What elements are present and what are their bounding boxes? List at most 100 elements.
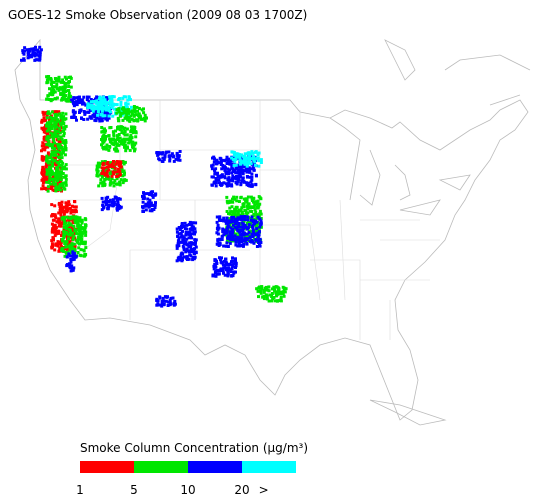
smoke-pixel: [101, 114, 105, 118]
smoke-pixel: [41, 177, 45, 181]
smoke-pixel: [102, 147, 106, 151]
smoke-pixel: [250, 210, 254, 213]
smoke-pixel: [184, 233, 188, 237]
smoke-pixel: [231, 236, 234, 240]
smoke-pixel: [276, 292, 280, 296]
smoke-pixel: [221, 164, 225, 167]
smoke-pixel: [214, 179, 218, 183]
smoke-pixel: [97, 165, 101, 169]
smoke-pixel: [177, 226, 181, 229]
smoke-pixel: [116, 149, 120, 153]
smoke-pixel: [62, 167, 66, 171]
smoke-pixel: [247, 159, 251, 163]
smoke-pixel: [107, 168, 111, 172]
smoke-pixel: [239, 183, 243, 187]
smoke-pixel: [133, 129, 137, 132]
smoke-pixel: [176, 156, 180, 160]
smoke-pixel: [66, 223, 70, 227]
smoke-pixel: [134, 135, 138, 139]
smoke-pixel: [246, 162, 250, 166]
smoke-pixel: [70, 208, 74, 212]
smoke-pixel: [53, 77, 57, 80]
smoke-pixel: [52, 180, 56, 184]
smoke-pixel: [160, 299, 164, 303]
smoke-pixel: [226, 274, 230, 278]
smoke-pixel: [160, 302, 164, 306]
smoke-pixel: [49, 116, 53, 119]
smoke-pixel: [161, 159, 165, 163]
smoke-pixel: [43, 145, 47, 149]
smoke-pixel: [45, 129, 49, 133]
smoke-pixel: [55, 231, 59, 235]
smoke-pixel: [68, 80, 71, 83]
smoke-pixel: [214, 274, 218, 278]
smoke-pixel: [231, 200, 235, 204]
smoke-pixel: [96, 110, 100, 114]
smoke-pixel: [259, 289, 263, 293]
smoke-pixel: [59, 114, 63, 118]
smoke-pixel: [46, 80, 50, 84]
smoke-pixel: [62, 121, 66, 125]
smoke-pixel: [181, 258, 184, 261]
smoke-pixel: [188, 244, 192, 248]
smoke-pixel: [52, 80, 56, 84]
smoke-pixel: [240, 164, 244, 168]
smoke-pixel: [103, 98, 107, 102]
smoke-pixel: [222, 244, 226, 248]
smoke-pixel: [121, 174, 125, 178]
smoke-pixel: [101, 134, 105, 138]
smoke-pixel: [188, 220, 192, 224]
smoke-pixel: [123, 178, 127, 182]
smoke-pixel: [52, 237, 55, 241]
smoke-pixel: [107, 148, 111, 152]
smoke-pixel: [253, 222, 257, 226]
smoke-pixel: [103, 169, 107, 173]
smoke-pixel: [75, 238, 79, 242]
smoke-pixel: [59, 152, 63, 156]
smoke-pixel: [125, 127, 129, 131]
smoke-pixel: [85, 95, 89, 99]
smoke-pixel: [128, 108, 132, 112]
smoke-pixel: [245, 200, 249, 204]
smoke-pixel: [104, 111, 108, 115]
smoke-pixel: [251, 220, 255, 224]
smoke-pixel: [210, 183, 214, 187]
smoke-pixel: [127, 110, 131, 114]
smoke-pixel: [255, 245, 259, 248]
smoke-pixel: [178, 150, 182, 153]
legend-swatch: [188, 461, 242, 473]
smoke-pixel: [252, 196, 256, 200]
smoke-pixel: [64, 177, 68, 181]
smoke-pixel: [228, 212, 232, 216]
smoke-pixel: [82, 249, 86, 253]
smoke-pixel: [257, 227, 261, 231]
smoke-pixel: [274, 299, 277, 303]
smoke-pixel: [148, 204, 152, 208]
smoke-pixel: [47, 77, 50, 81]
smoke-pixel: [107, 105, 111, 109]
smoke-pixel: [105, 143, 109, 147]
smoke-pixel: [174, 157, 178, 161]
smoke-pixel: [222, 216, 226, 220]
smoke-pixel: [224, 257, 227, 261]
smoke-pixel: [168, 298, 172, 302]
smoke-pixel: [225, 241, 229, 245]
smoke-pixel: [242, 205, 246, 209]
smoke-pixel: [120, 131, 124, 134]
smoke-pixel: [249, 152, 253, 156]
smoke-pixel: [38, 45, 42, 49]
smoke-pixel: [222, 181, 226, 185]
smoke-pixel: [210, 164, 214, 168]
smoke-pixel: [124, 95, 128, 99]
smoke-pixel: [78, 253, 82, 257]
smoke-pixel: [251, 227, 255, 231]
smoke-pixel: [241, 228, 245, 232]
smoke-pixel: [129, 133, 133, 137]
smoke-pixel: [188, 231, 192, 235]
smoke-pixel: [243, 225, 247, 228]
smoke-pixel: [92, 104, 96, 108]
smoke-pixel: [219, 258, 222, 261]
smoke-pixel: [72, 205, 76, 209]
smoke-pixel: [104, 135, 108, 138]
smoke-pixel: [150, 193, 154, 197]
